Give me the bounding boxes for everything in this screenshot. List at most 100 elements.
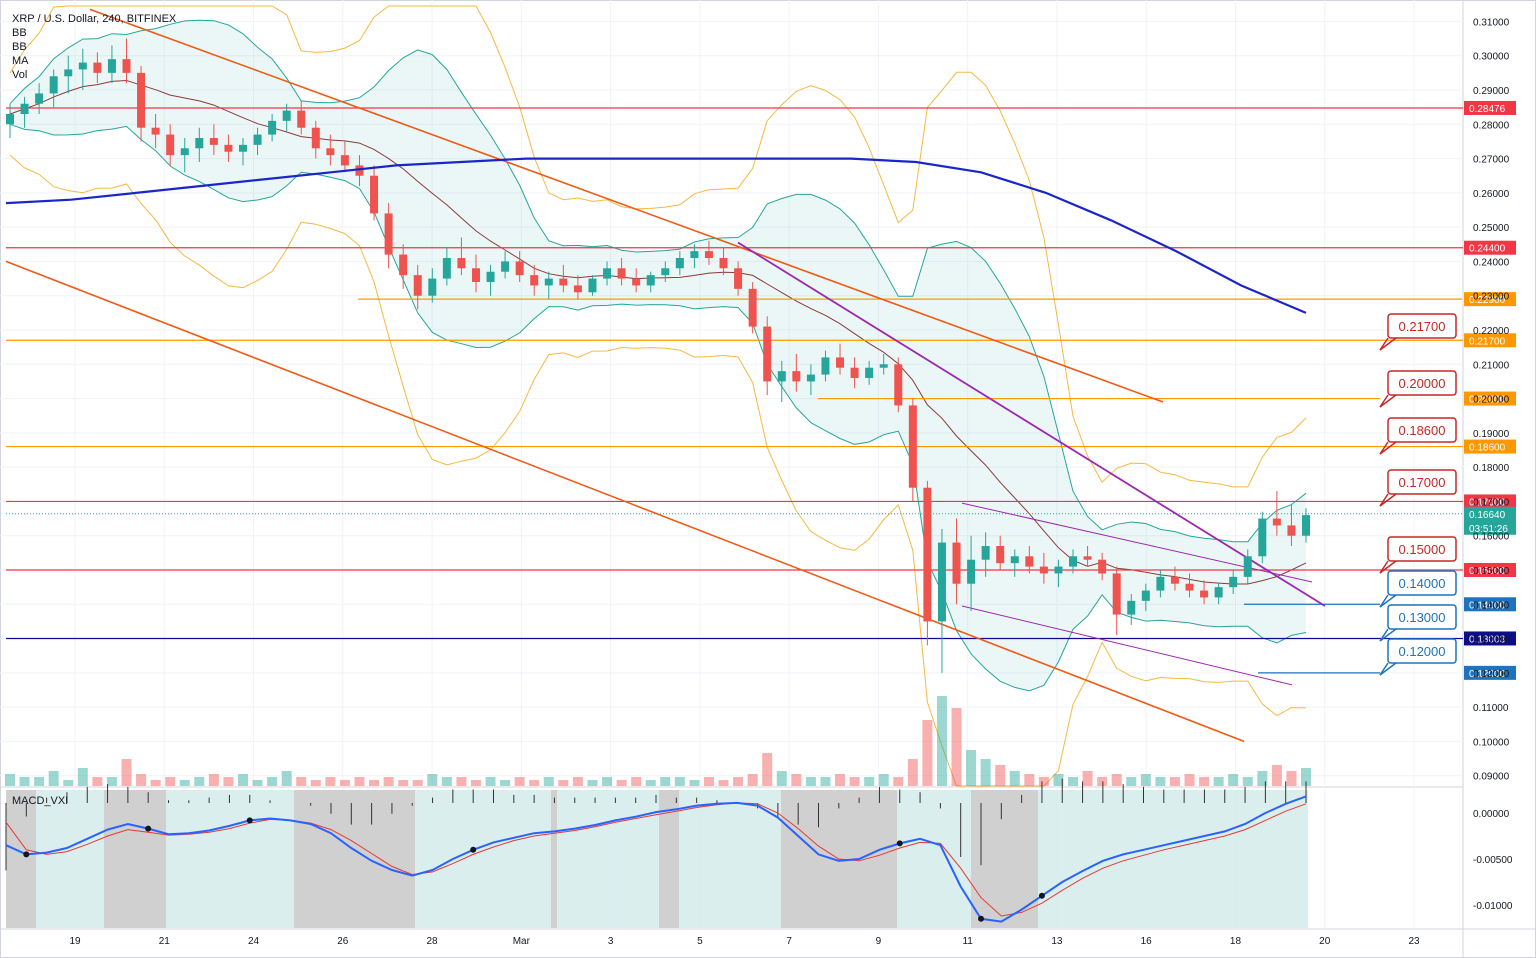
candle-body <box>340 155 349 166</box>
level-axis-box <box>1464 665 1516 680</box>
candle-body <box>690 251 699 258</box>
candle-body <box>1156 576 1165 591</box>
candle-body <box>632 278 641 286</box>
price-callouts[interactable]: 0.21700 0.20000 0.18600 0.17000 0.15000 0.140… <box>1379 313 1457 676</box>
callout-label: 0.17000 <box>1399 475 1446 490</box>
volume-bar <box>281 771 292 786</box>
band-lower <box>9 123 1307 692</box>
volume-bar <box>1038 777 1049 786</box>
level-axis-label: 0.13003 <box>1469 634 1506 645</box>
callout-pointer <box>1379 560 1397 574</box>
volume-bar <box>572 777 583 786</box>
level-axis-label: 0.12000 <box>1469 669 1506 680</box>
horizontal-levels[interactable]: 0.28476 0.24400 0.22900 0.21700 0.20000 0.186… <box>6 100 1516 680</box>
volume-bar <box>1082 771 1093 786</box>
volume-bar <box>194 777 205 786</box>
volume-bar <box>1155 777 1166 786</box>
candle-body <box>151 127 160 135</box>
time-tick-label: 28 <box>427 936 439 947</box>
macd-indicator-label[interactable]: MACD_VXI <box>12 795 69 807</box>
volume-bar <box>441 777 452 786</box>
time-tick-label: 18 <box>1230 936 1242 947</box>
volume-bar <box>514 777 525 786</box>
candle-body <box>923 487 932 622</box>
candle-body <box>937 542 946 622</box>
callout-box <box>1387 638 1457 664</box>
volume-bar <box>19 777 30 786</box>
volume-bar <box>1199 777 1210 786</box>
callout-pointer <box>1379 337 1397 351</box>
callout-box <box>1387 370 1457 396</box>
callout-label: 0.12000 <box>1399 644 1446 659</box>
candle-body <box>35 93 44 104</box>
indicator-bb-2[interactable]: BB <box>12 41 27 53</box>
time-tick-label: 9 <box>876 936 882 947</box>
price-tick-label: 0.29000 <box>1473 86 1510 97</box>
candle-body <box>952 542 961 584</box>
volume-bar <box>776 771 787 786</box>
candle-body <box>1054 566 1063 574</box>
volume-bar <box>864 777 875 786</box>
volume-bar <box>1184 774 1195 786</box>
time-tick-label: 23 <box>1408 936 1420 947</box>
candle-body <box>617 268 626 279</box>
time-axis[interactable]: 19 21 24 26 28 Mar 3 5 7 9 11 13 16 18 20 23 <box>69 936 1420 947</box>
volume-bar <box>92 777 103 786</box>
trend-line <box>89 8 1164 403</box>
candle-body <box>195 138 204 149</box>
level-axis-box <box>1464 494 1516 509</box>
candle-body <box>967 559 976 584</box>
price-tick-label: 0.09000 <box>1473 772 1510 783</box>
volume-bars <box>5 696 1311 786</box>
symbol-title[interactable]: XRP / U.S. Dollar, 240, BITFINEX <box>12 13 177 25</box>
volume-bar <box>645 780 656 786</box>
level-axis-box <box>1464 292 1516 307</box>
indicator-vol[interactable]: Vol <box>12 69 28 81</box>
candle-body <box>428 278 437 296</box>
level-axis-label: 0.28476 <box>1469 104 1506 115</box>
macd-region <box>415 790 551 928</box>
macd-region <box>551 790 557 928</box>
time-tick-label: 5 <box>697 936 703 947</box>
indicator-ma[interactable]: MA <box>12 55 29 67</box>
price-tick-label: 0.23000 <box>1473 292 1510 303</box>
candle-body <box>675 258 684 269</box>
band-basis <box>9 79 1307 585</box>
macd-region <box>1038 790 1308 928</box>
last-price-box <box>1464 506 1516 535</box>
candle-body <box>486 271 495 282</box>
volume-bar <box>354 777 365 786</box>
candle-body <box>865 367 874 378</box>
candle-body <box>1185 583 1194 591</box>
level-axis-box <box>1464 100 1516 115</box>
candle-body <box>384 213 393 255</box>
volume-bar <box>237 774 248 786</box>
moving-average <box>5 157 1307 314</box>
callout-box <box>1387 313 1457 339</box>
indicator-bb-1[interactable]: BB <box>12 27 27 39</box>
trend-lines[interactable] <box>5 8 1326 743</box>
candle-body <box>1170 576 1179 584</box>
candle-body <box>836 357 845 368</box>
candle-body <box>238 144 247 152</box>
candle-body <box>93 62 102 73</box>
macd-signal-line <box>5 802 1307 917</box>
time-tick-label: 11 <box>962 936 973 947</box>
level-axis-box <box>1464 333 1516 348</box>
candle-body <box>64 69 73 77</box>
price-axis[interactable]: 0.31000 0.30000 0.29000 0.28000 0.27000 0.260… <box>1473 17 1513 912</box>
level-axis-label: 0.20000 <box>1469 395 1506 406</box>
candle-body <box>1010 556 1019 564</box>
volume-bar <box>893 777 904 786</box>
price-tick-label: 0.13000 <box>1473 635 1510 646</box>
volume-bar <box>878 774 889 786</box>
candle-body <box>573 285 582 293</box>
candle-body <box>981 546 990 560</box>
macd-region <box>659 790 679 928</box>
price-tick-label: 0.28000 <box>1473 120 1510 131</box>
volume-bar <box>1140 774 1151 786</box>
countdown-label: 03:51:26 <box>1469 524 1508 535</box>
volume-bar <box>34 777 45 786</box>
